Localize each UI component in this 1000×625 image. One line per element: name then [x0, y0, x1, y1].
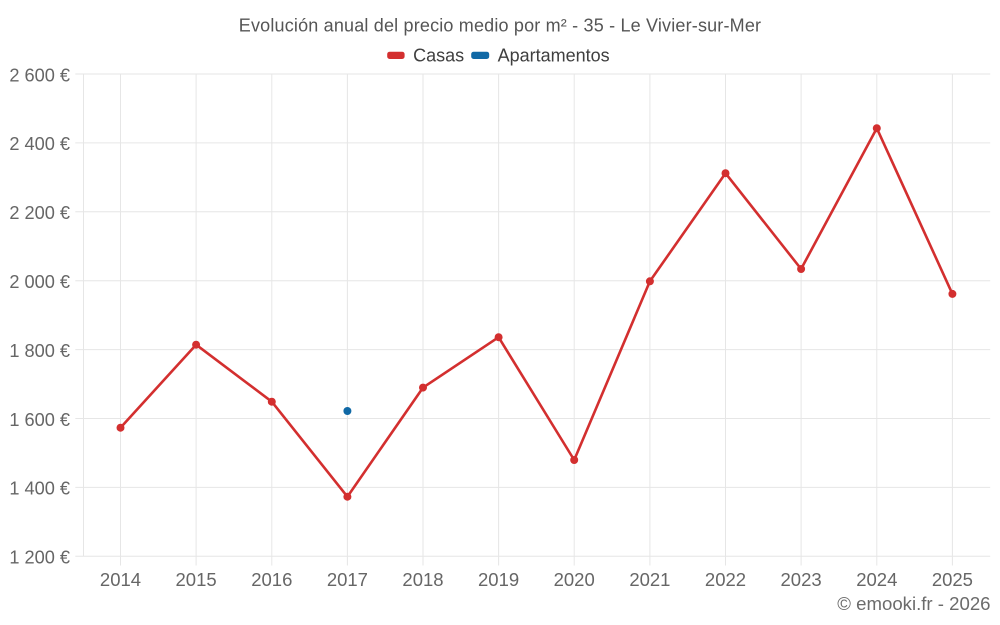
svg-text:2023: 2023: [781, 569, 822, 590]
svg-text:2019: 2019: [478, 569, 519, 590]
svg-text:2 600 €: 2 600 €: [9, 65, 70, 85]
svg-text:2022: 2022: [705, 569, 746, 590]
svg-text:2020: 2020: [554, 569, 595, 590]
svg-text:2 000 €: 2 000 €: [9, 272, 70, 292]
svg-text:2015: 2015: [176, 569, 217, 590]
svg-text:2017: 2017: [327, 569, 368, 590]
svg-text:2024: 2024: [856, 569, 897, 590]
svg-text:1 600 €: 1 600 €: [9, 410, 70, 430]
svg-text:1 200 €: 1 200 €: [9, 548, 70, 568]
svg-text:Evolución anual del precio med: Evolución anual del precio medio por m² …: [239, 16, 761, 36]
svg-text:2021: 2021: [629, 569, 670, 590]
svg-text:Apartamentos: Apartamentos: [498, 45, 610, 65]
svg-text:Casas: Casas: [413, 45, 464, 65]
svg-text:1 400 €: 1 400 €: [9, 479, 70, 499]
svg-text:2018: 2018: [402, 569, 443, 590]
svg-text:2 200 €: 2 200 €: [9, 203, 70, 223]
svg-text:2014: 2014: [100, 569, 141, 590]
svg-text:© emooki.fr - 2026: © emooki.fr - 2026: [837, 593, 990, 614]
svg-text:2016: 2016: [251, 569, 292, 590]
svg-text:2025: 2025: [932, 569, 973, 590]
svg-text:1 800 €: 1 800 €: [9, 341, 70, 361]
svg-text:2 400 €: 2 400 €: [9, 134, 70, 154]
